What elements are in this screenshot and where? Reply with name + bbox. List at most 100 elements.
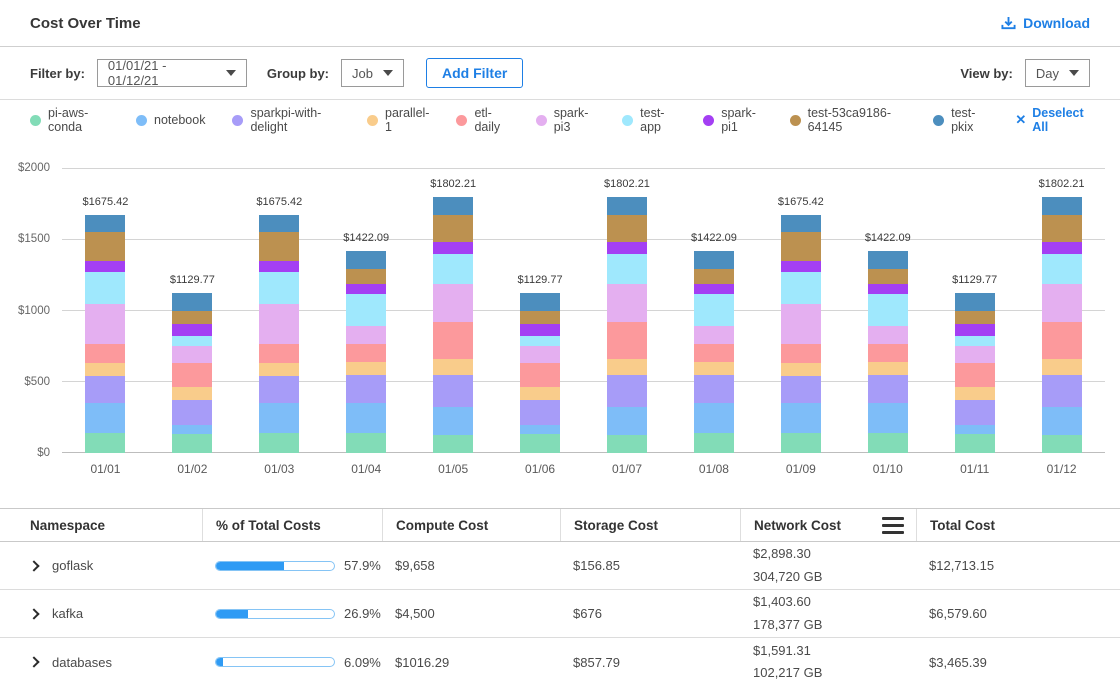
bar-segment-spark-pi1[interactable] [694,284,734,294]
bar-segment-test-pkix[interactable] [259,215,299,231]
bar-segment-etl-daily[interactable] [172,363,212,387]
bar-segment-parallel-1[interactable] [259,363,299,376]
legend-item-notebook[interactable]: notebook [136,113,205,127]
bar-segment-parallel-1[interactable] [433,359,473,375]
bar-segment-test-53ca9186-64145[interactable] [781,232,821,261]
add-filter-button[interactable]: Add Filter [426,58,523,88]
bar-segment-test-app[interactable] [520,336,560,345]
bar-segment-sparkpi-with-delight[interactable] [172,400,212,425]
bar-segment-parallel-1[interactable] [1042,359,1082,375]
legend-item-spark-pi1[interactable]: spark-pi1 [703,106,762,134]
bar-segment-test-app[interactable] [781,272,821,304]
bar-segment-test-53ca9186-64145[interactable] [346,269,386,284]
bar-segment-spark-pi1[interactable] [172,324,212,336]
column-menu-icon[interactable] [882,517,904,534]
table-row[interactable]: goflask57.9%$9,658$156.85$2,898.30304,72… [0,542,1120,590]
bar-segment-test-pkix[interactable] [346,251,386,269]
bar-segment-spark-pi1[interactable] [520,324,560,336]
bar-segment-test-app[interactable] [433,254,473,284]
stacked-bar[interactable] [172,293,212,453]
bar-segment-test-53ca9186-64145[interactable] [694,269,734,284]
stacked-bar[interactable] [259,215,299,453]
bar-segment-etl-daily[interactable] [346,344,386,362]
legend-item-sparkpi-with-delight[interactable]: sparkpi-with-delight [232,106,340,134]
bar-segment-test-app[interactable] [85,272,125,304]
bar-segment-pi-aws-conda[interactable] [259,433,299,453]
bar-segment-notebook[interactable] [520,425,560,433]
bar-segment-etl-daily[interactable] [955,363,995,387]
bar-segment-test-53ca9186-64145[interactable] [868,269,908,284]
bar-segment-sparkpi-with-delight[interactable] [259,376,299,403]
bar-segment-pi-aws-conda[interactable] [433,435,473,453]
bar-segment-etl-daily[interactable] [868,344,908,362]
bar-segment-sparkpi-with-delight[interactable] [346,375,386,403]
download-button[interactable]: Download [1001,15,1090,31]
date-range-dropdown[interactable]: 01/01/21 - 01/12/21 [97,59,247,87]
bar-segment-spark-pi3[interactable] [520,346,560,364]
stacked-bar[interactable] [520,293,560,453]
stacked-bar[interactable] [607,197,647,453]
bar-segment-test-53ca9186-64145[interactable] [85,232,125,261]
bar-segment-pi-aws-conda[interactable] [1042,435,1082,453]
legend-item-pi-aws-conda[interactable]: pi-aws-conda [30,106,109,134]
bar-segment-sparkpi-with-delight[interactable] [1042,375,1082,407]
bar-segment-etl-daily[interactable] [85,344,125,364]
bar-segment-parallel-1[interactable] [85,363,125,376]
bar-segment-test-pkix[interactable] [172,293,212,312]
legend-item-test-app[interactable]: test-app [622,106,676,134]
stacked-bar[interactable] [85,215,125,453]
expand-chevron-icon[interactable] [28,560,39,571]
bar-segment-pi-aws-conda[interactable] [346,433,386,453]
bar-segment-test-pkix[interactable] [520,293,560,312]
bar-segment-spark-pi3[interactable] [172,346,212,364]
bar-segment-spark-pi3[interactable] [259,304,299,344]
bar-segment-test-pkix[interactable] [781,215,821,231]
bar-segment-test-app[interactable] [955,336,995,345]
bar-segment-test-app[interactable] [172,336,212,345]
bar-segment-notebook[interactable] [346,403,386,433]
bar-segment-notebook[interactable] [259,403,299,433]
deselect-all-button[interactable]: ✕Deselect All [1015,106,1090,134]
bar-segment-etl-daily[interactable] [1042,322,1082,359]
bar-segment-etl-daily[interactable] [520,363,560,387]
bar-segment-notebook[interactable] [955,425,995,433]
bar-segment-test-app[interactable] [694,294,734,326]
expand-chevron-icon[interactable] [28,608,39,619]
bar-segment-parallel-1[interactable] [346,362,386,375]
bar-segment-sparkpi-with-delight[interactable] [433,375,473,407]
bar-segment-notebook[interactable] [694,403,734,433]
bar-segment-parallel-1[interactable] [607,359,647,375]
table-row[interactable]: kafka26.9%$4,500$676$1,403.60178,377 GB$… [0,590,1120,638]
legend-item-test-53ca9186-64145[interactable]: test-53ca9186-64145 [790,106,907,134]
bar-segment-test-pkix[interactable] [694,251,734,269]
bar-segment-etl-daily[interactable] [433,322,473,359]
bar-segment-spark-pi3[interactable] [433,284,473,322]
group-by-dropdown[interactable]: Job [341,59,404,87]
view-by-dropdown[interactable]: Day [1025,59,1090,87]
bar-segment-test-app[interactable] [868,294,908,326]
bar-segment-sparkpi-with-delight[interactable] [781,376,821,403]
legend-item-test-pkix[interactable]: test-pkix [933,106,988,134]
stacked-bar[interactable] [1042,197,1082,453]
bar-segment-pi-aws-conda[interactable] [868,433,908,453]
legend-item-etl-daily[interactable]: etl-daily [456,106,508,134]
bar-segment-pi-aws-conda[interactable] [955,434,995,453]
bar-segment-parallel-1[interactable] [694,362,734,375]
expand-chevron-icon[interactable] [28,656,39,667]
bar-segment-etl-daily[interactable] [259,344,299,364]
bar-segment-sparkpi-with-delight[interactable] [85,376,125,403]
bar-segment-sparkpi-with-delight[interactable] [694,375,734,403]
stacked-bar[interactable] [346,251,386,453]
stacked-bar[interactable] [955,293,995,453]
bar-segment-spark-pi1[interactable] [85,261,125,272]
bar-segment-spark-pi3[interactable] [955,346,995,364]
bar-segment-pi-aws-conda[interactable] [520,434,560,453]
bar-segment-pi-aws-conda[interactable] [781,433,821,453]
table-row[interactable]: databases6.09%$1016.29$857.79$1,591.3110… [0,638,1120,686]
bar-segment-notebook[interactable] [433,407,473,435]
bar-segment-test-pkix[interactable] [1042,197,1082,215]
bar-segment-etl-daily[interactable] [694,344,734,362]
bar-segment-test-53ca9186-64145[interactable] [607,215,647,242]
bar-segment-test-pkix[interactable] [955,293,995,312]
bar-segment-test-53ca9186-64145[interactable] [520,311,560,323]
